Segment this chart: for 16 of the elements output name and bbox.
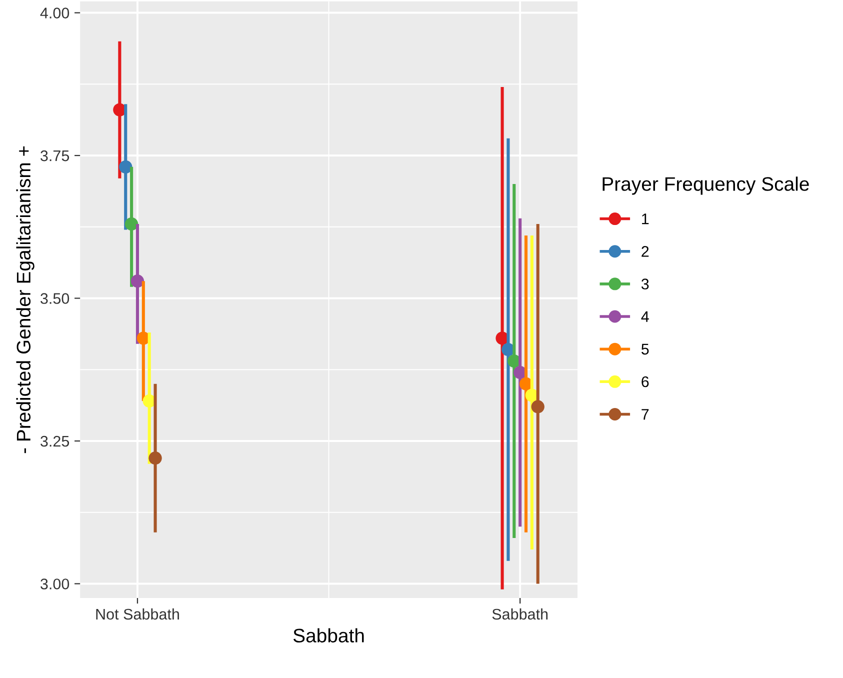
y-tick-label: 4.00 — [40, 8, 70, 18]
legend-label: 6 — [642, 376, 649, 388]
y-tick-label: 3.00 — [40, 578, 70, 590]
x-tick-label: Not Sabbath — [96, 608, 179, 620]
legend-title: Prayer Frequency Scale — [602, 176, 809, 195]
y-axis-title: - Predicted Gender Egalitarianism + — [16, 146, 34, 454]
legend-label: 3 — [641, 278, 649, 290]
legend-label: 5 — [641, 344, 649, 355]
y-tick-label: 3.50 — [40, 293, 70, 304]
legend-label: 4 — [641, 311, 649, 322]
y-tick-label: 3.25 — [40, 436, 70, 447]
y-tick-label: 3.75 — [40, 150, 70, 162]
legend-label: 7 — [642, 409, 649, 420]
legend-label: 1 — [642, 214, 649, 224]
legend-label: 2 — [642, 246, 649, 257]
x-axis-title: Sabbath — [293, 628, 364, 642]
